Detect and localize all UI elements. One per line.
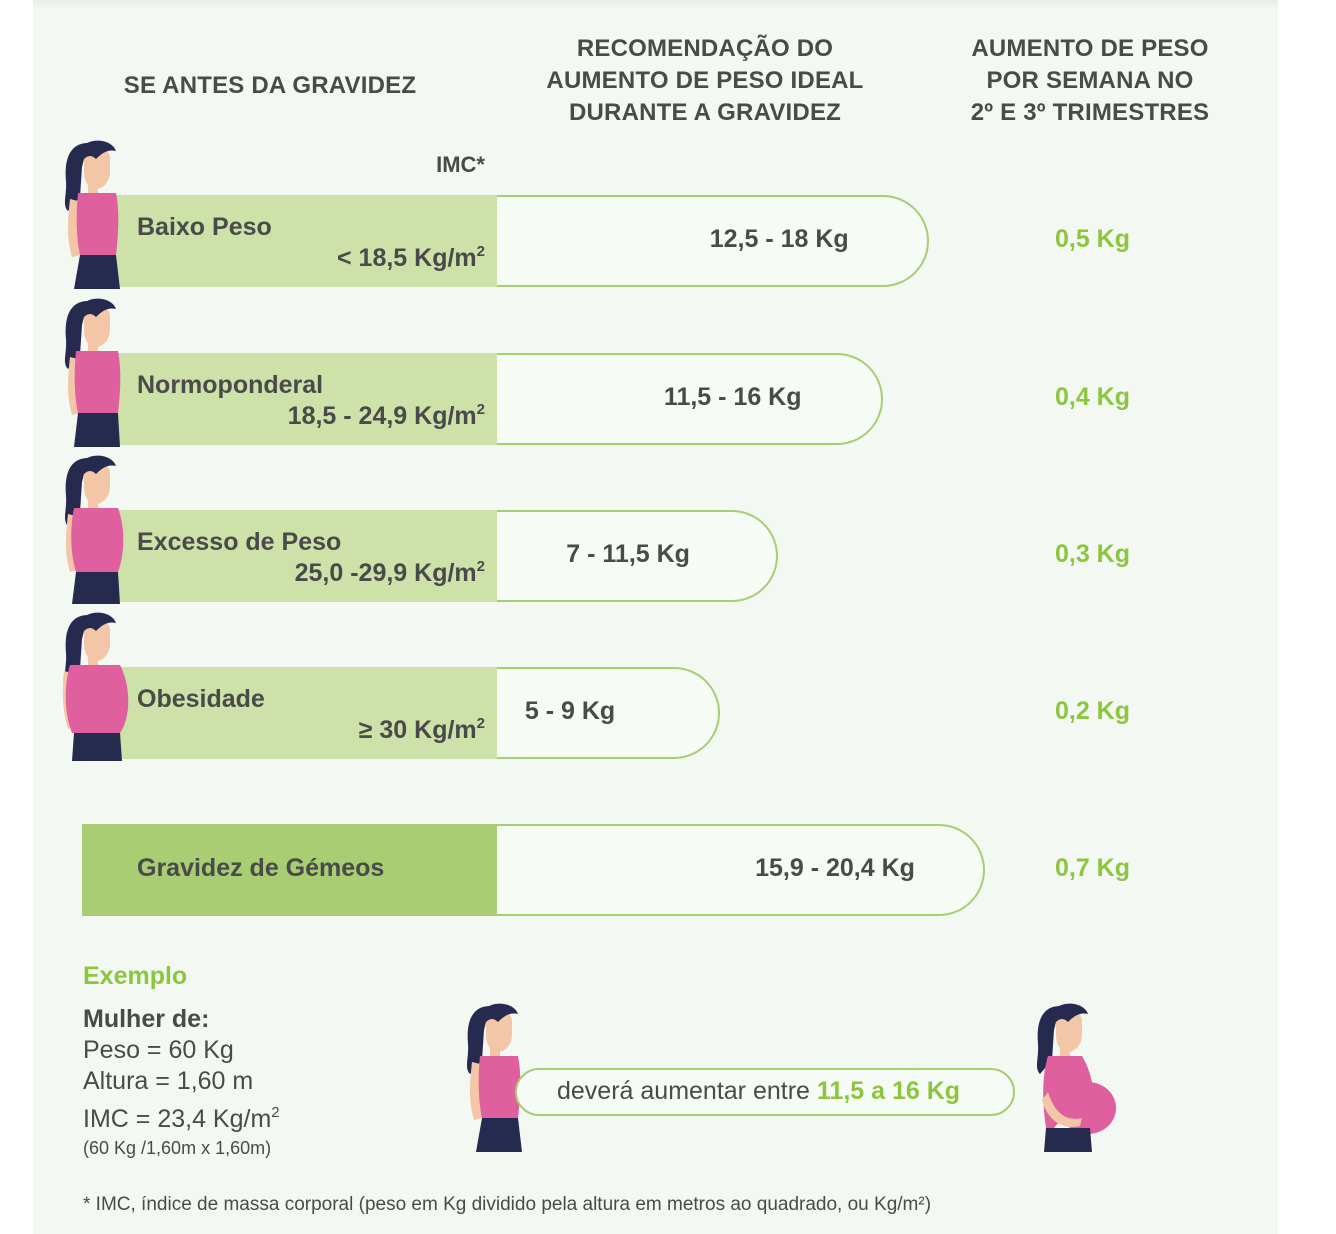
example-imc: IMC = 23,4 Kg/m2 xyxy=(83,1097,280,1135)
imc-range-text: 18,5 - 24,9 Kg/m xyxy=(287,402,477,430)
woman-before-icon xyxy=(466,1003,522,1152)
header-weekly-gain: AUMENTO DE PESO POR SEMANA NO 2º E 3º TR… xyxy=(940,33,1240,129)
category-box xyxy=(82,510,498,602)
weekly-gain-label: 0,2 Kg xyxy=(1054,697,1131,725)
weekly-gain-label: 0,5 Kg xyxy=(1054,225,1131,253)
total-gain-label: 15,9 - 20,4 Kg xyxy=(755,854,915,882)
header-line: AUMENTO DE PESO IDEAL xyxy=(546,67,864,94)
category-name: Excesso de Peso xyxy=(137,528,342,556)
header-line: AUMENTO DE PESO xyxy=(971,35,1209,62)
woman-overweight-icon xyxy=(64,455,124,604)
category-name: Obesidade xyxy=(137,685,265,713)
example-result-pill: deverá aumentar entre 11,5 a 16 Kg xyxy=(515,1068,1015,1116)
example-title: Exemplo xyxy=(83,962,188,990)
header-line: RECOMENDAÇÃO DO xyxy=(576,35,834,62)
total-gain-bar xyxy=(497,195,930,287)
weekly-gain-label: 0,7 Kg xyxy=(1054,854,1131,882)
example-imc-text: IMC = 23,4 Kg/m xyxy=(83,1105,272,1133)
superscript: 2 xyxy=(476,243,485,260)
header-line: DURANTE A GRAVIDEZ xyxy=(568,99,842,126)
imc-range-text: 25,0 -29,9 Kg/m xyxy=(294,559,477,587)
imc-range: < 18,5 Kg/m2 xyxy=(200,243,485,273)
imc-range-text: < 18,5 Kg/m xyxy=(337,244,477,272)
table-row: Baixo Peso < 18,5 Kg/m2 12,5 - 18 Kg 0,5… xyxy=(0,140,1336,291)
category-box xyxy=(82,824,498,916)
category-box xyxy=(82,195,498,287)
example-details: Mulher de: Peso = 60 Kg Altura = 1,60 m … xyxy=(83,1004,280,1161)
total-gain-bar xyxy=(497,510,779,602)
total-gain-label: 12,5 - 18 Kg xyxy=(709,225,849,253)
category-name: Baixo Peso xyxy=(137,213,272,241)
header-before-pregnancy-text: SE ANTES DA GRAVIDEZ xyxy=(123,72,417,99)
example-result-text: deverá aumentar entre xyxy=(557,1077,817,1105)
woman-slim-icon xyxy=(64,140,120,289)
example-weight: Peso = 60 Kg xyxy=(83,1036,234,1064)
weekly-gain-label: 0,3 Kg xyxy=(1054,540,1131,568)
category-box xyxy=(82,667,498,759)
category-name: Normoponderal xyxy=(137,371,324,399)
imc-range: ≥ 30 Kg/m2 xyxy=(200,715,485,745)
weekly-gain-label: 0,4 Kg xyxy=(1054,383,1131,411)
total-gain-bar xyxy=(497,667,720,759)
category-box xyxy=(82,353,498,445)
total-gain-bar xyxy=(497,353,883,445)
top-shadow xyxy=(33,0,1278,8)
header-before-pregnancy: SE ANTES DA GRAVIDEZ xyxy=(100,70,440,102)
woman-normal-icon xyxy=(64,298,121,447)
example-result: deverá aumentar entre 11,5 a 16 Kg xyxy=(557,1077,960,1106)
total-gain-label: 5 - 9 Kg xyxy=(524,697,616,725)
total-gain-bar xyxy=(497,824,985,916)
example-height: Altura = 1,60 m xyxy=(83,1067,254,1095)
example-result-value: 11,5 a 16 Kg xyxy=(816,1077,961,1105)
total-gain-label: 7 - 11,5 Kg xyxy=(566,540,690,568)
footnote: * IMC, índice de massa corporal (peso em… xyxy=(83,1194,932,1215)
superscript: 2 xyxy=(476,715,485,732)
header-line: 2º E 3º TRIMESTRES xyxy=(970,99,1210,126)
imc-range: 18,5 - 24,9 Kg/m2 xyxy=(200,401,485,431)
header-line: POR SEMANA NO xyxy=(986,67,1194,94)
table-row: Normoponderal 18,5 - 24,9 Kg/m2 11,5 - 1… xyxy=(0,298,1336,449)
superscript: 2 xyxy=(476,401,485,418)
example-heading: Mulher de: xyxy=(83,1005,210,1033)
header-recommended-gain: RECOMENDAÇÃO DO AUMENTO DE PESO IDEAL DU… xyxy=(505,33,905,129)
superscript: 2 xyxy=(476,558,485,575)
imc-range: 25,0 -29,9 Kg/m2 xyxy=(200,558,485,588)
woman-obese-icon xyxy=(62,612,129,761)
total-gain-label: 11,5 - 16 Kg xyxy=(663,383,802,411)
pregnant-woman-icon xyxy=(1036,1003,1116,1152)
imc-label: IMC* xyxy=(436,152,485,177)
table-row: Excesso de Peso 25,0 -29,9 Kg/m2 7 - 11,… xyxy=(0,455,1336,606)
imc-range-text: ≥ 30 Kg/m xyxy=(358,716,477,744)
table-row: Obesidade ≥ 30 Kg/m2 5 - 9 Kg 0,2 Kg xyxy=(0,612,1336,763)
superscript: 2 xyxy=(271,1104,280,1121)
table-row-twins: Gravidez de Gémeos 15,9 - 20,4 Kg 0,7 Kg xyxy=(0,824,1336,920)
example-calculation: (60 Kg /1,60m x 1,60m) xyxy=(83,1138,272,1158)
category-name: Gravidez de Gémeos xyxy=(137,854,385,882)
